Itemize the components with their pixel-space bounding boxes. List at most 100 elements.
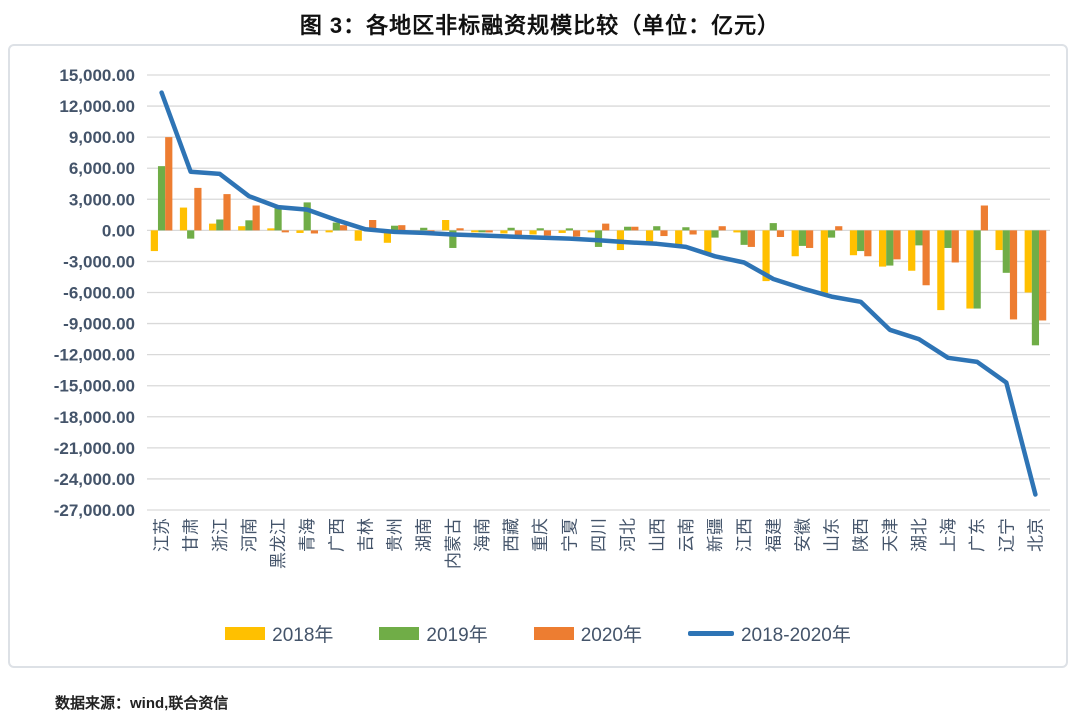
- bar-2020年: [514, 230, 522, 237]
- category-label: 山东: [823, 518, 842, 552]
- bar-2020年: [252, 205, 260, 231]
- total-line: [159, 90, 1038, 497]
- bar-2018年: [209, 223, 217, 231]
- bar-2020年: [281, 230, 289, 233]
- legend-item-2018-2020年: 2018-2020年: [687, 620, 851, 647]
- bar-2019年: [274, 205, 282, 231]
- category-label: 天津: [881, 518, 900, 552]
- bar-2020年: [980, 205, 988, 231]
- bar-2019年: [682, 227, 690, 231]
- category-label: 北京: [1026, 518, 1045, 552]
- bar-2020年: [456, 228, 464, 231]
- bar-2020年: [689, 230, 697, 235]
- category-label: 河南: [240, 518, 259, 552]
- bar-2020年: [835, 226, 843, 231]
- bar-2019年: [944, 230, 952, 248]
- category-label: 甘肃: [182, 518, 201, 552]
- bar-2020年: [1039, 230, 1047, 321]
- bar-2018年: [675, 230, 683, 246]
- bar-2019年: [857, 230, 865, 252]
- bar-2019年: [798, 230, 807, 246]
- bar-2020年: [165, 137, 173, 231]
- category-label: 陕西: [852, 518, 871, 552]
- bar-2020年: [602, 223, 610, 231]
- bar-2020年: [369, 220, 377, 231]
- legend-item-2018年: 2018年: [225, 620, 333, 647]
- bar-2019年: [653, 226, 661, 231]
- y-tick-label: 3,000.00: [69, 190, 135, 209]
- source-note: 数据来源：wind,联合资信: [55, 695, 229, 712]
- bar-2018年: [267, 228, 275, 231]
- bar-2018年: [587, 230, 595, 233]
- category-label: 江苏: [153, 518, 172, 552]
- bar-2018年: [500, 230, 508, 234]
- bar-2019年: [187, 230, 195, 239]
- category-label: 黑龙江: [269, 518, 288, 569]
- y-tick-label: -12,000.00: [54, 346, 135, 365]
- bar-2018年: [908, 230, 916, 271]
- bar-2018年: [966, 230, 974, 309]
- legend-label: 2019年: [426, 625, 488, 646]
- bar-2019年: [303, 202, 311, 231]
- bar-2018年: [238, 226, 246, 231]
- bar-2020年: [893, 230, 901, 260]
- bar-2019年: [1002, 230, 1010, 273]
- bar-2020年: [485, 230, 493, 233]
- bar-2020年: [747, 230, 755, 247]
- category-label: 湖南: [415, 518, 434, 552]
- bar-2019年: [157, 166, 166, 231]
- category-label: 海南: [473, 518, 492, 552]
- category-label: 云南: [677, 518, 696, 552]
- category-label: 广西: [327, 518, 346, 552]
- bar-2018年: [937, 230, 945, 311]
- bar-2020年: [922, 230, 930, 286]
- bar-2019年: [507, 227, 515, 231]
- legend-label: 2020年: [580, 625, 642, 646]
- y-tick-label: -21,000.00: [54, 439, 135, 458]
- category-label: 宁夏: [560, 518, 579, 552]
- category-label: 河北: [619, 518, 638, 552]
- bar-2018年: [995, 230, 1003, 251]
- bar-2018年: [878, 230, 887, 267]
- bar-2018年: [150, 230, 158, 252]
- category-label: 安徽: [793, 518, 812, 552]
- y-tick-label: -24,000.00: [54, 470, 135, 489]
- chart-plot: 15,000.00 12,000.00 9,000.00 6,000.00 3,000.…: [54, 66, 1050, 569]
- category-label: 广东: [968, 518, 987, 552]
- bar-2020年: [1009, 230, 1018, 320]
- bar-2019年: [420, 227, 428, 231]
- category-label: 上海: [939, 518, 958, 552]
- bar-2019年: [711, 230, 719, 238]
- bar-2018年: [1024, 230, 1032, 293]
- legend-item-2019年: 2019年: [379, 620, 488, 647]
- bar-2020年: [864, 230, 872, 257]
- category-label: 江西: [735, 518, 754, 552]
- y-tick-label: -15,000.00: [54, 377, 135, 396]
- category-label: 西藏: [502, 518, 521, 552]
- category-label: 浙江: [211, 518, 230, 552]
- bar-2019年: [478, 230, 486, 233]
- bar-2019年: [565, 228, 573, 231]
- legend-color-swatch: [379, 627, 420, 640]
- bar-2019年: [624, 226, 632, 231]
- y-tick-label: 0.00: [102, 221, 135, 240]
- bar-2020年: [194, 187, 202, 231]
- bar-2018年: [529, 230, 537, 235]
- bar-2019年: [1031, 230, 1040, 346]
- bar-2020年: [951, 230, 959, 263]
- y-tick-label: 6,000.00: [69, 159, 135, 178]
- bar-2018年: [762, 230, 770, 282]
- bar-2018年: [179, 207, 188, 231]
- legend-color-swatch: [225, 627, 266, 640]
- bar-2020年: [806, 230, 814, 248]
- bar-2019年: [886, 230, 894, 266]
- bar-2019年: [827, 230, 836, 238]
- bar-2018年: [733, 230, 741, 233]
- bar-2018年: [325, 230, 333, 233]
- bar-2019年: [390, 225, 399, 231]
- bar-2020年: [631, 226, 639, 231]
- chart-container: 15,000.00 12,000.00 9,000.00 6,000.00 3,000.…: [8, 44, 1068, 668]
- bar-2018年: [354, 230, 362, 241]
- bar-2018年: [471, 230, 479, 233]
- bar-2019年: [536, 228, 544, 231]
